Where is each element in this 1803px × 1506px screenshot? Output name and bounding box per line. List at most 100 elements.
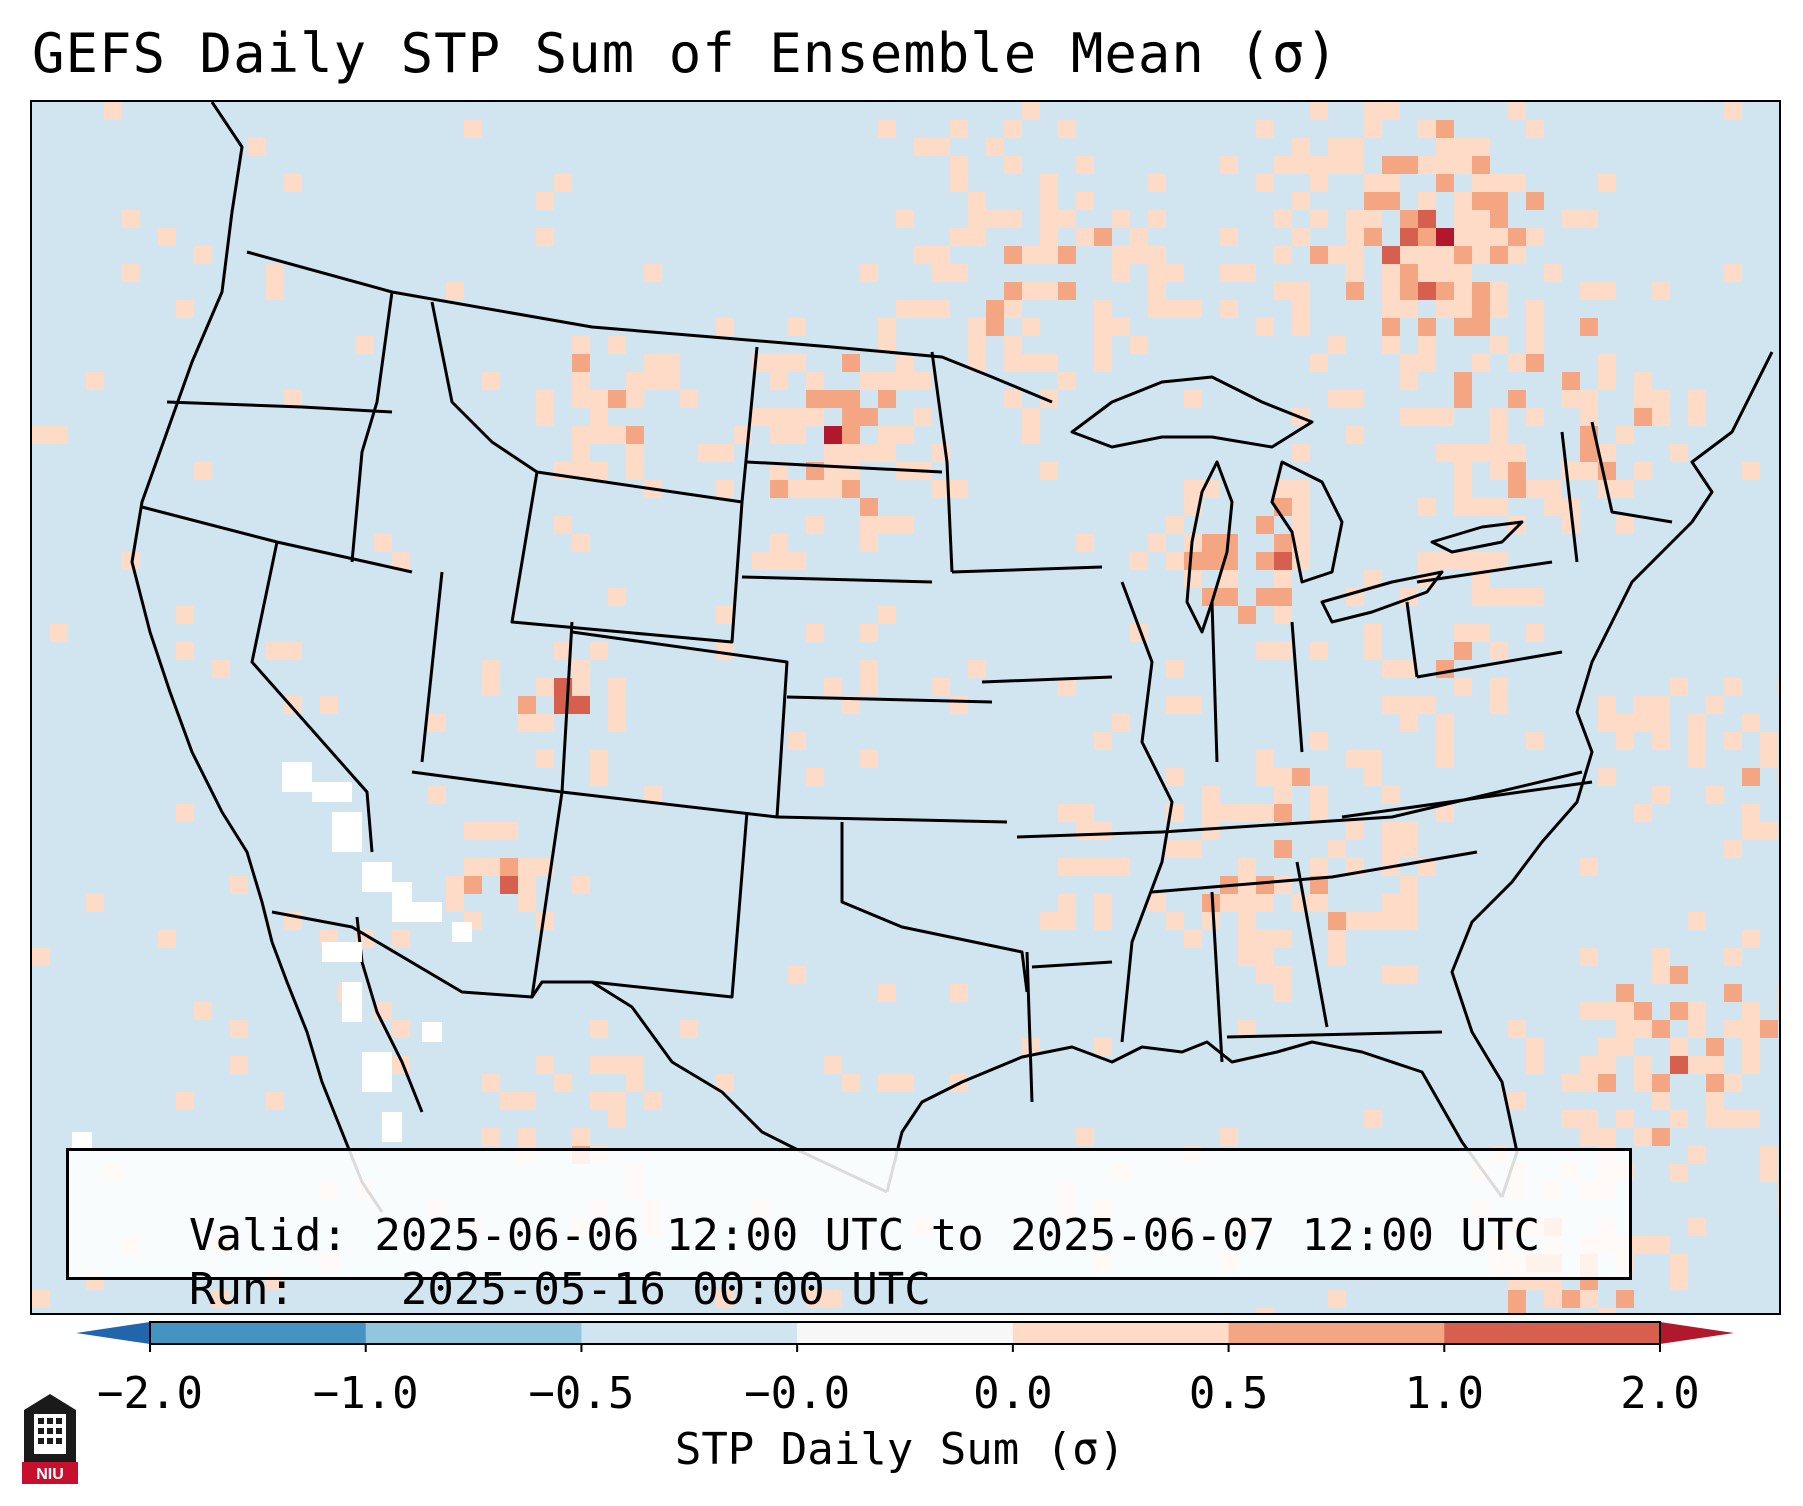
- stp-cell: [1436, 552, 1454, 570]
- stp-cell: [1292, 300, 1310, 318]
- colorbar-bin: [1228, 1322, 1445, 1344]
- stp-cell: [770, 408, 788, 426]
- stp-cell: [1040, 912, 1058, 930]
- stp-cell: [878, 984, 896, 1002]
- stp-cell: [986, 210, 1004, 228]
- stp-cell: [1634, 1236, 1652, 1254]
- stp-cell: [1508, 102, 1526, 120]
- stp-cell: [1166, 768, 1184, 786]
- stp-cell: [842, 480, 860, 498]
- stp-cell: [1724, 1074, 1742, 1092]
- colorbar-bin: [365, 1322, 582, 1344]
- stp-cell: [1418, 552, 1436, 570]
- stp-cell: [1292, 318, 1310, 336]
- stp-cell: [176, 300, 194, 318]
- stp-cell: [950, 174, 968, 192]
- state-line-dakotas-mn: [930, 351, 954, 573]
- stp-cell: [644, 354, 662, 372]
- stp-cell: [878, 444, 896, 462]
- state-line-ks-ok: [776, 815, 1008, 824]
- stp-cell: [1454, 462, 1472, 480]
- stp-cell: [590, 390, 608, 408]
- state-line-il-in: [1210, 601, 1219, 763]
- stp-cell: [1526, 408, 1544, 426]
- stp-cell: [536, 912, 554, 930]
- stp-cell: [1544, 480, 1562, 498]
- stp-cell: [878, 516, 896, 534]
- stp-cell: [572, 462, 590, 480]
- stp-cell: [1112, 246, 1130, 264]
- stp-cell: [1310, 642, 1328, 660]
- stp-cell: [194, 462, 212, 480]
- colorbar-bin: [1444, 1322, 1661, 1344]
- stp-cell: [1004, 336, 1022, 354]
- colorbar-bin: [150, 1322, 367, 1344]
- state-line-tn-ky: [1161, 770, 1583, 834]
- stp-cell: [1112, 264, 1130, 282]
- stp-cell: [1670, 678, 1688, 696]
- state-line-ut-az: [411, 770, 563, 794]
- stp-cell: [572, 354, 590, 372]
- stp-cell: [1616, 1038, 1634, 1056]
- stp-cell: [1256, 876, 1274, 894]
- stp-cell: [1670, 1254, 1688, 1272]
- stp-cell: [932, 138, 950, 156]
- stp-cell: [1634, 1002, 1652, 1020]
- state-line-ia-mo: [981, 675, 1113, 684]
- stp-cell: [626, 426, 644, 444]
- colorbar-bin: [1012, 1322, 1230, 1344]
- stp-cell: [1418, 408, 1436, 426]
- stp-cell: [1400, 372, 1418, 390]
- stp-cell: [482, 372, 500, 390]
- stp-cell: [1454, 624, 1472, 642]
- stp-cell: [662, 354, 680, 372]
- stp-cell: [1382, 318, 1400, 336]
- stp-cell: [1526, 120, 1544, 138]
- stp-cell: [1382, 192, 1400, 210]
- stp-cell: [788, 966, 806, 984]
- stp-cell: [1022, 246, 1040, 264]
- stp-cell: [1652, 1128, 1670, 1146]
- stp-cell: [1526, 354, 1544, 372]
- stp-cell: [1634, 390, 1652, 408]
- valid-run-info-box: Valid: 2025-06-06 12:00 UTC to 2025-06-0…: [66, 1148, 1632, 1315]
- stp-cell: [482, 1128, 500, 1146]
- stp-cell: [680, 1020, 698, 1038]
- stp-cell: [968, 318, 986, 336]
- stp-cell: [428, 714, 446, 732]
- stp-cell: [50, 624, 68, 642]
- state-line-va-nc: [1341, 780, 1593, 819]
- stp-cell: [1418, 318, 1436, 336]
- stp-cell: [1058, 678, 1076, 696]
- stp-cell: [1706, 1038, 1724, 1056]
- stp-cell: [1634, 714, 1652, 732]
- chart-title: GEFS Daily STP Sum of Ensemble Mean (σ): [32, 22, 1339, 85]
- stp-cell: [1346, 246, 1364, 264]
- stp-cell: [932, 264, 950, 282]
- stp-cell: [1436, 228, 1454, 246]
- stp-cell: [1454, 192, 1472, 210]
- stp-cell: [1310, 786, 1328, 804]
- stp-cell: [1436, 264, 1454, 282]
- stp-cell: [986, 138, 1004, 156]
- stp-cell: [1562, 390, 1580, 408]
- stp-cell: [1472, 444, 1490, 462]
- stp-cell: [554, 1074, 572, 1092]
- stp-cell: [1508, 228, 1526, 246]
- stp-cell: [932, 300, 950, 318]
- stp-cell: [1400, 264, 1418, 282]
- state-line-nv-ut: [420, 571, 444, 763]
- stp-cell: [572, 678, 590, 696]
- stp-cell: [1508, 390, 1526, 408]
- stp-cell: [590, 768, 608, 786]
- stp-cell: [392, 930, 410, 948]
- stp-cell: [1526, 192, 1544, 210]
- stp-cell: [1166, 264, 1184, 282]
- stp-cell: [1436, 246, 1454, 264]
- stp-cell: [1076, 534, 1094, 552]
- stp-cell: [1670, 1002, 1688, 1020]
- stp-cell: [1292, 156, 1310, 174]
- stp-cell: [1220, 570, 1238, 588]
- stp-cell: [572, 444, 590, 462]
- stp-cell: [770, 462, 788, 480]
